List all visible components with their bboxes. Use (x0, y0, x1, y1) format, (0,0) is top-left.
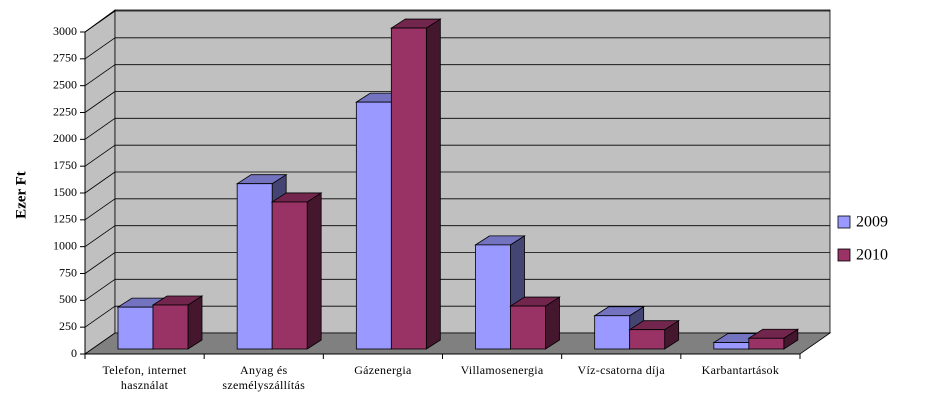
grid-line (84, 279, 116, 301)
bar (629, 329, 666, 350)
x-tick-label: Gázenergia (354, 363, 412, 377)
grid-line (84, 144, 116, 167)
grid-line (84, 305, 116, 328)
y-tick-label: 0 (71, 346, 77, 360)
y-tick-label: 1500 (53, 185, 77, 199)
x-tick-label: Karbantartások (701, 363, 780, 377)
legend-swatch (837, 248, 851, 262)
bar (117, 306, 154, 350)
side-wall (84, 9, 116, 355)
x-tick-label: Villamosenergia (460, 363, 544, 377)
y-tick-label: 2250 (53, 104, 77, 118)
bar (713, 342, 750, 350)
bar (390, 27, 427, 350)
y-tick-label: 1750 (53, 158, 77, 172)
grid-line (84, 171, 116, 194)
y-tick-label: 1250 (53, 212, 77, 226)
y-tick-label: 2000 (53, 131, 77, 145)
legend-swatch (837, 215, 851, 229)
bar-side (425, 18, 441, 350)
grid-line (84, 225, 116, 247)
y-axis-label: Ezer Ft (13, 171, 29, 219)
bar (152, 304, 189, 350)
y-tick-label: 2500 (53, 77, 77, 91)
bar (748, 337, 785, 350)
grid-line (84, 198, 116, 221)
x-tick-label: Telefon, internet használat (102, 363, 187, 392)
grid-line (84, 252, 116, 274)
bar (271, 201, 308, 350)
y-tick-label: 250 (59, 319, 77, 333)
legend-label: 2010 (856, 247, 888, 264)
bar (236, 183, 273, 350)
grid-line (84, 118, 116, 140)
x-tick-label: Anyag és személyszállítás (222, 363, 306, 392)
back-wall (114, 9, 831, 334)
grid-line (84, 64, 116, 86)
y-tick-label: 1000 (53, 238, 77, 252)
bar (475, 244, 511, 350)
y-tick-label: 750 (59, 265, 77, 279)
grid-line (84, 37, 116, 60)
x-tick-label: Víz-csatorna díja (577, 363, 665, 377)
bar-side (306, 192, 322, 350)
bar (355, 101, 392, 350)
grid-line (84, 10, 116, 33)
legend-label: 2009 (856, 214, 888, 231)
bar (510, 305, 546, 350)
y-tick-label: 500 (59, 292, 77, 306)
y-tick-label: 3000 (53, 24, 77, 38)
bar (594, 315, 631, 350)
grid-line (84, 91, 116, 113)
y-tick-label: 2750 (53, 51, 77, 65)
